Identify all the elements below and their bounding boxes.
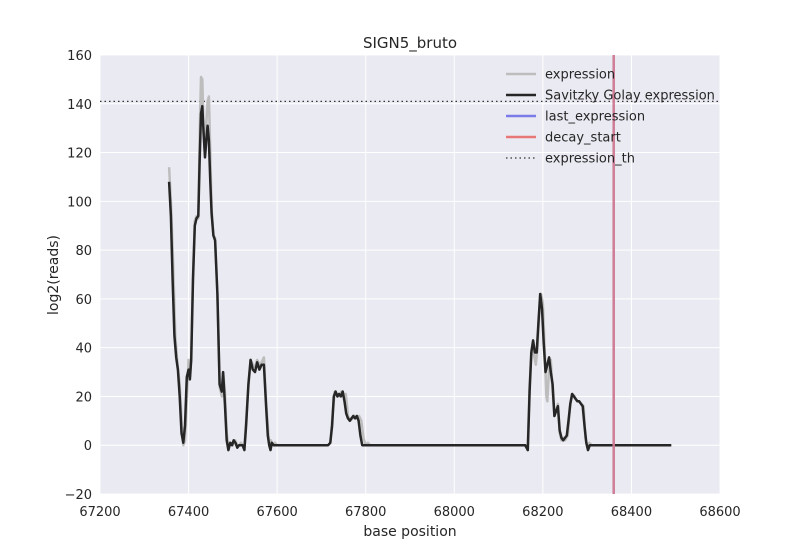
y-tick-label: 160 xyxy=(67,49,92,64)
chart-title: SIGN5_bruto xyxy=(363,34,457,53)
legend-label-expression-th: expression_th xyxy=(545,152,635,167)
series-layer xyxy=(100,55,720,494)
legend: expression Savitzky Golay expression last_… xyxy=(506,68,715,167)
x-axis-label: base position xyxy=(363,524,456,540)
legend-label-last-expression: last_expression xyxy=(545,110,645,125)
y-tick-label: 0 xyxy=(84,439,92,454)
y-axis-label: log2(reads) xyxy=(46,235,62,315)
y-tick-label: 60 xyxy=(75,293,92,308)
x-tick-label: 68400 xyxy=(611,505,652,520)
y-tick-label: 100 xyxy=(67,195,92,210)
x-tick-label: 67400 xyxy=(168,505,209,520)
legend-label-decay-start: decay_start xyxy=(545,131,621,146)
x-tick-label: 68600 xyxy=(699,505,740,520)
legend-label-savitzky-golay-expression: Savitzky Golay expression xyxy=(545,89,715,104)
y-tick-label: 20 xyxy=(75,390,92,405)
legend-label-expression: expression xyxy=(545,68,615,83)
x-tick-label: 67200 xyxy=(79,505,120,520)
y-tick-label: 140 xyxy=(67,98,92,113)
x-tick-label: 68200 xyxy=(522,505,563,520)
x-tick-label: 67600 xyxy=(256,505,297,520)
x-tick-label: 67800 xyxy=(345,505,386,520)
savitzky-golay-series-line xyxy=(167,104,672,452)
x-tick-labels: 67200 67400 67600 67800 68000 68200 68400 68600 xyxy=(79,505,740,520)
y-tick-label: 80 xyxy=(75,244,92,259)
y-tick-label: 40 xyxy=(75,342,92,357)
x-tick-label: 68000 xyxy=(434,505,475,520)
y-tick-label: −20 xyxy=(65,488,92,503)
y-tick-labels: −20 0 20 40 60 80 100 120 140 160 xyxy=(65,49,92,503)
y-tick-label: 120 xyxy=(67,147,92,162)
